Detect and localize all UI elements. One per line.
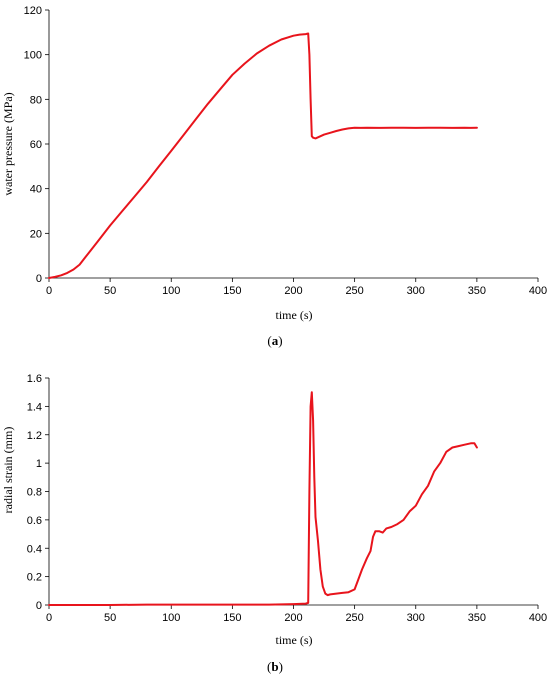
panel-a-y-tick-label: 80 [30, 94, 42, 106]
panel-b-y-tick-label: 1.4 [27, 401, 42, 413]
panel-b-x-tick-label: 100 [162, 612, 180, 624]
panel-b-y-tick-label: 1.2 [27, 430, 42, 442]
panel-b-series-line-0 [48, 391, 478, 606]
panel-a-x-tick-label: 50 [104, 285, 116, 297]
panel-b-y-tick-label: 0.4 [27, 543, 42, 555]
panel-b-x-axis-label: time (s) [276, 633, 313, 647]
panel-b-x-tick-label: 150 [223, 612, 241, 624]
panel-a-x-tick-label: 100 [162, 285, 180, 297]
panel-a-y-tick-label: 20 [30, 228, 42, 240]
panel-b: 0 50 100 150 200 250 300 350 400 0 0.2 0.4 0.6 0.8 1 1.… [1, 373, 547, 674]
panel-b-y-tick-label: 1.6 [27, 373, 42, 385]
panel-b-y-tick-label: 0.8 [27, 487, 42, 499]
panel-a-y-tick-label: 120 [24, 5, 42, 17]
panel-b-y-tick-label: 0.6 [27, 515, 42, 527]
panel-b-letter: b [271, 659, 278, 674]
panel-a-y-tick-label: 40 [30, 184, 42, 196]
panel-b-x-tick-label: 50 [104, 612, 116, 624]
panel-a-letter: a [272, 333, 279, 348]
panel-b-x-tick-label: 400 [529, 612, 547, 624]
panel-b-y-axis-label: radial strain (mm) [1, 427, 15, 514]
panel-a-x-tick-label: 400 [529, 285, 547, 297]
panel-a: 0 50 100 150 200 250 300 350 400020406080100120 … [1, 5, 547, 348]
panel-b-label: (b) [267, 659, 283, 674]
panel-a-plot-area: 0 50 100 150 200 250 300 350 400 0 20 40 60 80 100 120 [24, 5, 548, 297]
panel-a-series-line-0 [48, 32, 478, 279]
panel-a-y-tick-label: 0 [36, 273, 42, 285]
panel-a-x-tick-label: 0 [46, 285, 52, 297]
panel-a-x-tick-label: 300 [407, 285, 425, 297]
panel-b-x-tick-label: 0 [46, 612, 52, 624]
panel-a-x-tick-label: 350 [468, 285, 486, 297]
panel-a-y-tick-label: 60 [30, 139, 42, 151]
panel-b-y-tick-label: 0.2 [27, 572, 42, 584]
panel-a-label: (a) [267, 333, 282, 348]
panel-a-x-tick-label: 250 [345, 285, 363, 297]
panel-b-x-tick-label: 200 [284, 612, 302, 624]
panel-b-y-tick-label: 1 [36, 458, 42, 470]
panel-b-x-tick-label: 250 [345, 612, 363, 624]
panel-a-y-axis-label: water pressure (MPa) [1, 92, 15, 195]
panel-b-y-tick-label: 0 [36, 600, 42, 612]
panel-a-x-tick-label: 150 [223, 285, 241, 297]
panel-b-x-tick-label: 350 [468, 612, 486, 624]
panel-b-plot-area: 0 50 100 150 200 250 300 350 400 0 0.2 0.4 0.6 0.8 1 1.… [27, 373, 547, 624]
panel-a-x-axis-label: time (s) [276, 308, 313, 322]
panel-a-y-tick-label: 100 [24, 50, 42, 62]
panel-b-x-tick-label: 300 [407, 612, 425, 624]
panel-a-x-tick-label: 200 [284, 285, 302, 297]
